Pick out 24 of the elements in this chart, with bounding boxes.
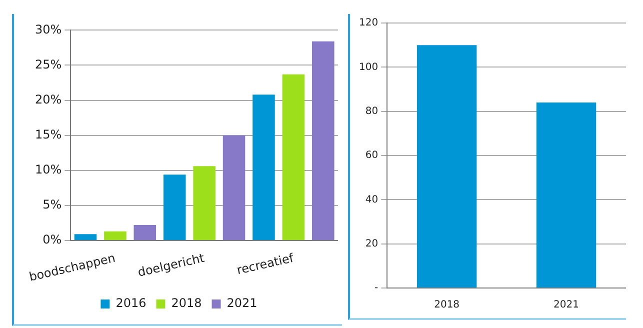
y-tick-label: 5%: [42, 198, 62, 212]
y-tick-label: 10%: [34, 162, 62, 176]
bar: [163, 174, 186, 240]
bar: [104, 231, 126, 240]
legend-label: 2016: [116, 296, 146, 310]
y-tick-label: 20%: [34, 92, 62, 106]
y-tick-label: 0%: [42, 232, 62, 247]
y-tick-label: 120: [358, 18, 378, 29]
y-tick-label: 15%: [34, 127, 62, 142]
bar: [252, 94, 275, 240]
y-tick-label: 30%: [34, 22, 62, 36]
bar: [282, 74, 305, 240]
bar: [134, 225, 156, 240]
bar: [193, 166, 216, 240]
y-tick-label: 100: [358, 62, 378, 73]
y-tick-label: -: [374, 282, 378, 294]
y-tick-label: 60: [365, 150, 378, 162]
y-tick-label: 40: [365, 194, 378, 206]
y-tick-label: 25%: [34, 57, 62, 72]
bar: [74, 234, 97, 240]
y-tick-label: 80: [365, 106, 378, 117]
bar: [312, 41, 334, 240]
bar: [222, 135, 246, 240]
y-tick-label: 20: [365, 238, 378, 250]
